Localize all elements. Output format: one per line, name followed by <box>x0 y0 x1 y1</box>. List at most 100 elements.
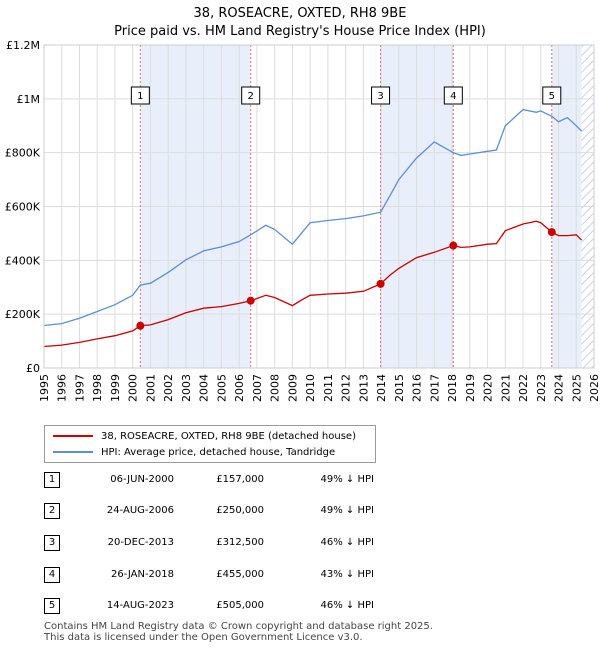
sale-date: 24-AUG-2006 <box>106 505 174 516</box>
sale-number: 4 <box>44 567 60 583</box>
sale-hpi-diff: 49% ↓ HPI <box>320 474 374 485</box>
x-tick-label: 2026 <box>588 374 600 402</box>
table-row: 4 26-JAN-2018 £455,000 43% ↓ HPI <box>44 565 404 585</box>
sale-label-box: 1 <box>130 86 150 105</box>
x-tick-label: 2024 <box>553 374 566 402</box>
legend-item-hpi: HPI: Average price, detached house, Tand… <box>53 445 335 459</box>
sale-label-frame <box>130 86 150 105</box>
y-tick-label: £800K <box>5 147 41 160</box>
legend-swatch-property <box>53 435 93 437</box>
sale-label-text: 2 <box>248 91 254 102</box>
sale-hpi-diff: 49% ↓ HPI <box>320 505 374 516</box>
sale-date: 20-DEC-2013 <box>107 537 174 548</box>
x-tick-label: 2002 <box>162 374 175 402</box>
x-tick-label: 2023 <box>535 374 548 402</box>
x-tick-label: 2013 <box>357 374 370 402</box>
sale-label-text: 5 <box>549 91 555 102</box>
sale-label-frame <box>542 86 562 105</box>
y-tick-label: £1M <box>17 93 41 106</box>
x-tick-label: 1995 <box>38 374 51 402</box>
sale-label-frame <box>443 86 463 105</box>
series-line-property <box>43 220 583 348</box>
x-tick-label: 2017 <box>428 374 441 402</box>
sale-price: £455,000 <box>216 569 264 580</box>
y-tick-label: £400K <box>5 254 41 267</box>
sale-point <box>449 241 458 250</box>
x-tick-label: 2010 <box>304 374 317 402</box>
sale-price: £312,500 <box>216 537 264 548</box>
footer-line-2: This data is licensed under the Open Gov… <box>44 632 363 643</box>
footer-line-1: Contains HM Land Registry data © Crown c… <box>44 621 433 632</box>
sale-number: 5 <box>44 598 60 614</box>
x-tick-label: 2012 <box>340 374 353 402</box>
x-tick-label: 2021 <box>499 374 512 402</box>
legend-swatch-hpi <box>53 451 93 453</box>
x-tick-label: 2003 <box>180 374 193 402</box>
sale-number: 3 <box>44 535 60 551</box>
sale-label-frame <box>241 86 261 105</box>
sale-label-box: 3 <box>371 86 391 105</box>
x-tick-label: 2011 <box>322 374 335 402</box>
x-tick-label: 2019 <box>464 374 477 402</box>
sale-price: £157,000 <box>216 474 264 485</box>
sale-date: 14-AUG-2023 <box>106 600 174 611</box>
x-tick-label: 2020 <box>482 374 495 402</box>
x-tick-label: 2004 <box>198 374 211 402</box>
x-tick-label: 2018 <box>446 374 459 402</box>
sale-point <box>136 321 145 330</box>
x-tick-label: 2000 <box>127 374 140 402</box>
sale-number: 2 <box>44 503 60 519</box>
table-row: 3 20-DEC-2013 £312,500 46% ↓ HPI <box>44 533 404 553</box>
legend-label-property: 38, ROSEACRE, OXTED, RH8 9BE (detached h… <box>101 430 356 442</box>
price-chart: 1 2 3 4 5 £0 £200K £400K £600K £800K £1M £1.2M 1995… <box>5 39 600 402</box>
y-tick-label: £200K <box>5 308 41 321</box>
series-line-hpi <box>43 108 583 327</box>
footer-attribution: Contains HM Land Registry data © Crown c… <box>44 621 433 643</box>
x-tick-label: 1999 <box>109 374 122 402</box>
y-tick-label: £600K <box>5 201 41 214</box>
sale-date: 26-JAN-2018 <box>110 569 174 580</box>
plot-frame <box>43 44 595 369</box>
sale-point <box>246 296 255 305</box>
sale-point <box>376 279 385 288</box>
x-tick-label: 2025 <box>570 374 583 402</box>
x-tick-label: 2001 <box>144 374 157 402</box>
sale-label-frame <box>371 86 391 105</box>
sale-label-box: 5 <box>542 86 562 105</box>
sale-label-text: 4 <box>450 91 456 102</box>
x-tick-label: 2022 <box>517 374 530 402</box>
sale-hpi-diff: 43% ↓ HPI <box>320 569 374 580</box>
x-tick-label: 2008 <box>269 374 282 402</box>
chart-subtitle: Price paid vs. HM Land Registry's House … <box>114 24 486 39</box>
sale-hpi-diff: 46% ↓ HPI <box>320 537 374 548</box>
table-row: 1 06-JUN-2000 £157,000 49% ↓ HPI <box>44 470 404 490</box>
x-tick-label: 1996 <box>56 374 69 402</box>
legend-label-hpi: HPI: Average price, detached house, Tand… <box>101 446 336 458</box>
x-tick-label: 2009 <box>286 374 299 402</box>
y-tick-label: £1.2M <box>6 39 40 52</box>
table-row: 5 14-AUG-2023 £505,000 46% ↓ HPI <box>44 596 404 616</box>
sale-price: £250,000 <box>216 505 264 516</box>
sale-price: £505,000 <box>216 600 264 611</box>
sale-label-box: 4 <box>443 86 463 105</box>
x-tick-label: 1998 <box>91 374 104 402</box>
x-tick-label: 2007 <box>251 374 264 402</box>
x-tick-label: 2006 <box>233 374 246 402</box>
table-row: 2 24-AUG-2006 £250,000 49% ↓ HPI <box>44 501 404 521</box>
sale-number: 1 <box>44 472 60 488</box>
sale-point <box>547 228 556 237</box>
legend-item-property: 38, ROSEACRE, OXTED, RH8 9BE (detached h… <box>53 429 356 443</box>
sale-label-text: 3 <box>377 91 383 102</box>
x-tick-label: 1997 <box>73 374 86 402</box>
sale-label-text: 1 <box>137 91 143 102</box>
x-tick-label: 2015 <box>393 374 406 402</box>
sale-date: 06-JUN-2000 <box>110 474 174 485</box>
sale-label-box: 2 <box>241 86 261 105</box>
chart-legend: 38, ROSEACRE, OXTED, RH8 9BE (detached h… <box>44 425 376 463</box>
y-tick-label: £0 <box>26 362 40 375</box>
x-tick-label: 2005 <box>215 374 228 402</box>
chart-title: 38, ROSEACRE, OXTED, RH8 9BE <box>193 6 407 21</box>
x-tick-label: 2014 <box>375 374 388 402</box>
sale-hpi-diff: 46% ↓ HPI <box>320 600 374 611</box>
x-tick-label: 2016 <box>411 374 424 402</box>
